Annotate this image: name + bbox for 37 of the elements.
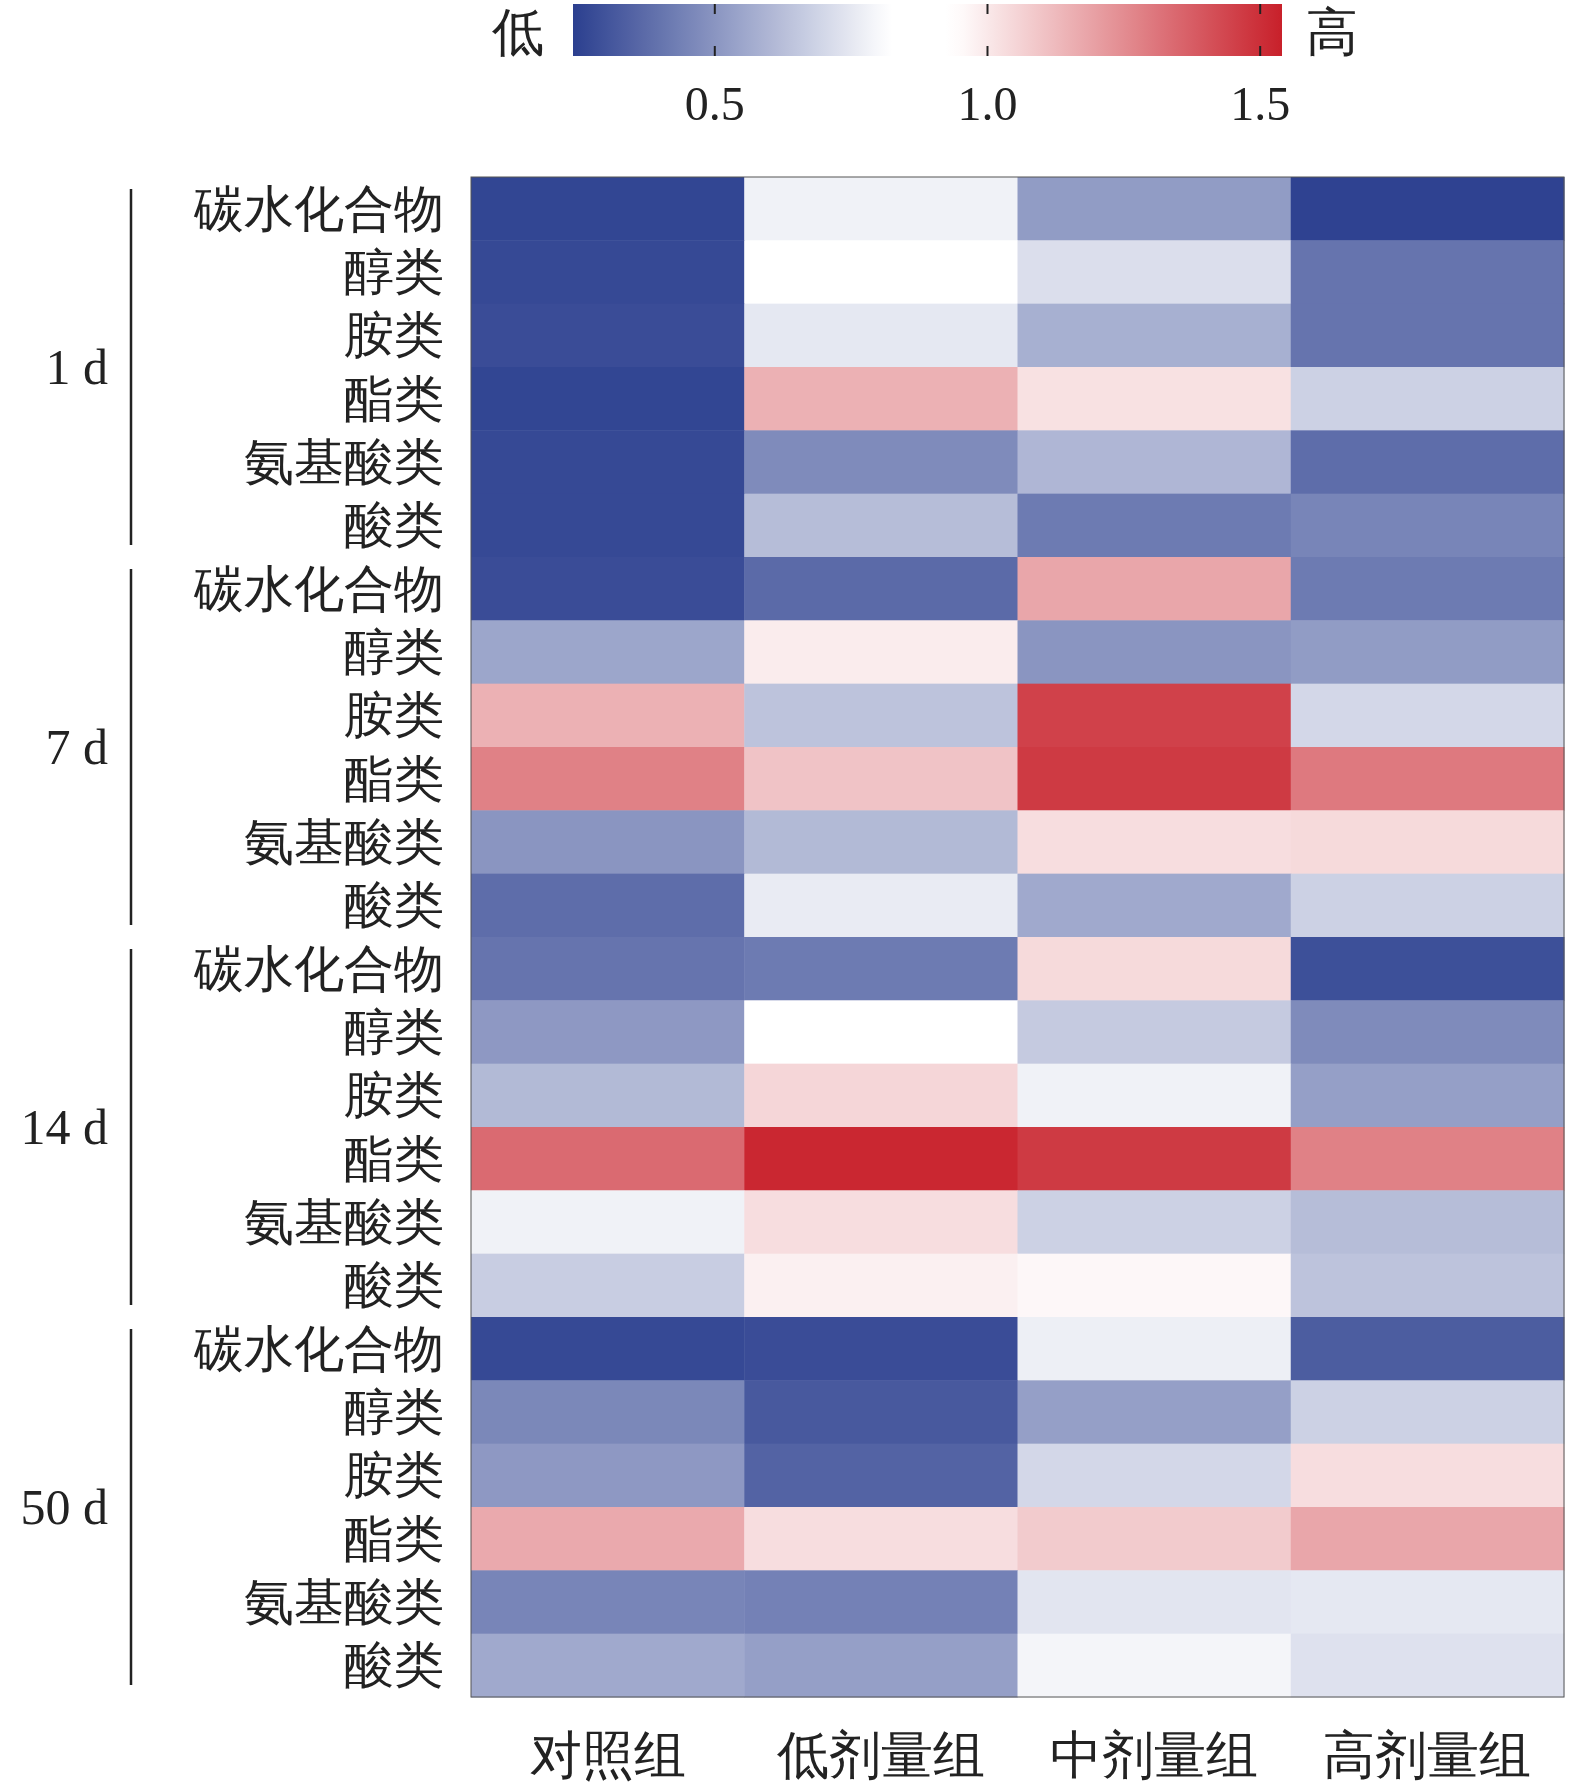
y-tick-label: 醇类 bbox=[344, 1004, 444, 1060]
y-tick-label: 醇类 bbox=[344, 244, 444, 300]
x-tick-label: 低剂量组 bbox=[776, 1726, 985, 1784]
x-tick-label: 对照组 bbox=[529, 1726, 686, 1784]
y-tick-label: 氨基酸类 bbox=[244, 434, 444, 490]
x-tick-label: 高剂量组 bbox=[1323, 1726, 1532, 1784]
y-tick-label: 酸类 bbox=[344, 1257, 444, 1314]
color-bar-label: 1.0 bbox=[957, 76, 1018, 130]
y-tick-label: 碳水化合物 bbox=[193, 1320, 444, 1377]
y-tick-label: 氨基酸类 bbox=[244, 1194, 444, 1250]
text: 高 bbox=[1306, 3, 1358, 61]
y-tick-label: 碳水化合物 bbox=[193, 940, 444, 997]
color-bar-label: 0.5 bbox=[684, 76, 745, 130]
y-tick-label: 酯类 bbox=[344, 1130, 444, 1187]
text: 7 d bbox=[45, 719, 108, 775]
y-tick-label: 酯类 bbox=[344, 1510, 444, 1567]
y-tick-label: 酯类 bbox=[344, 370, 444, 427]
y-tick-label: 酸类 bbox=[344, 497, 444, 554]
text: 低 bbox=[492, 3, 544, 61]
text: 50 d bbox=[20, 1479, 108, 1535]
y-tick-label: 醇类 bbox=[344, 624, 444, 680]
text: 14 d bbox=[20, 1099, 108, 1155]
y-tick-label: 氨基酸类 bbox=[244, 814, 444, 870]
y-tick-label: 醇类 bbox=[344, 1384, 444, 1440]
y-tick-label: 胺类 bbox=[344, 687, 444, 744]
y-tick-label: 胺类 bbox=[344, 307, 444, 364]
y-tick-label: 氨基酸类 bbox=[244, 1574, 444, 1630]
y-tick-label: 酸类 bbox=[344, 1637, 444, 1694]
y-tick-label: 酯类 bbox=[344, 750, 444, 807]
x-tick-label: 中剂量组 bbox=[1050, 1726, 1259, 1784]
y-tick-label: 酸类 bbox=[344, 877, 444, 934]
y-tick-label: 胺类 bbox=[344, 1067, 444, 1124]
text: 1 d bbox=[45, 339, 108, 395]
color-bar-label: 1.5 bbox=[1230, 76, 1291, 130]
y-tick-label: 碳水化合物 bbox=[193, 560, 444, 617]
y-tick-label: 碳水化合物 bbox=[193, 180, 444, 237]
y-tick-label: 胺类 bbox=[344, 1447, 444, 1504]
